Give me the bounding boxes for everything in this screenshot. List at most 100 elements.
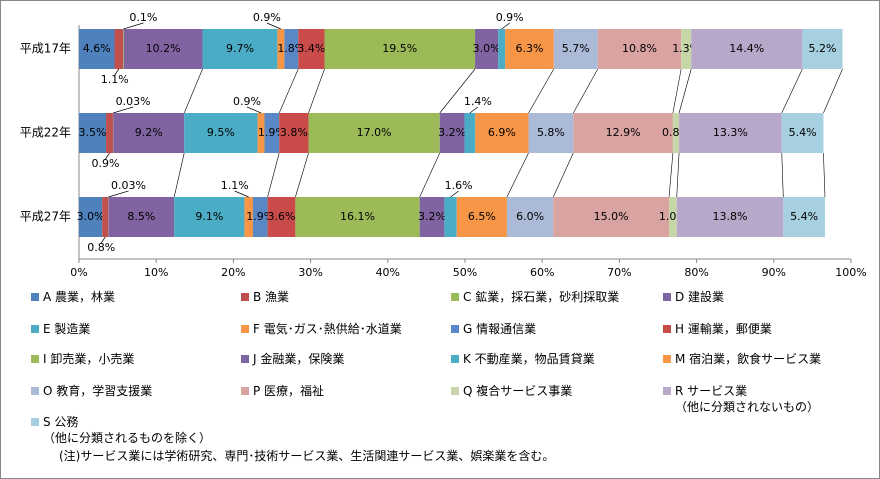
legend-swatch [31, 293, 39, 301]
legend-swatch [663, 325, 671, 333]
leader-line [112, 106, 134, 114]
data-label: 15.0% [594, 210, 629, 223]
bar-segment [444, 197, 457, 237]
legend-label: H 運輸業，郵便業 [675, 322, 772, 336]
bar-segment [295, 197, 420, 237]
legend-label: B 漁業 [253, 290, 290, 304]
series-line [183, 68, 203, 114]
bar-segment [106, 113, 113, 153]
data-label: 9.2% [135, 126, 163, 139]
legend-label: R サービス業 （他に分類されないもの） [675, 384, 820, 414]
bar-segment [676, 197, 784, 237]
bar-segment [505, 29, 554, 69]
bar-segment [123, 29, 203, 69]
x-tick-label: 60% [530, 266, 554, 279]
series-line [528, 68, 555, 114]
bar-segment [308, 113, 440, 153]
bar-segment [781, 113, 824, 153]
data-label: 3.0% [77, 210, 105, 223]
leader-line [105, 152, 110, 160]
series-line [672, 68, 682, 114]
bar-segment [108, 197, 175, 237]
data-label: 0.03% [116, 95, 151, 108]
data-label: 8.5% [127, 210, 155, 223]
series-line [781, 152, 784, 198]
data-label: 17.0% [357, 126, 392, 139]
data-label: 1.9% [258, 126, 286, 139]
leader-line [123, 22, 144, 30]
legend-swatch [663, 355, 671, 363]
leader-line [100, 236, 106, 244]
bar-segment [553, 29, 598, 69]
x-tick-label: 100% [835, 266, 866, 279]
bar-segment [419, 197, 445, 237]
bar-segment [475, 29, 499, 69]
series-line [668, 152, 674, 198]
x-tick-label: 20% [221, 266, 245, 279]
y-tick-label: 平成17年 [20, 42, 71, 56]
bar-segment [475, 113, 529, 153]
legend-label: D 建設業 [675, 290, 725, 304]
data-label: 6.5% [468, 210, 496, 223]
bar-segment [802, 29, 843, 69]
data-label: 4.6% [83, 42, 111, 55]
data-label: 10.2% [146, 42, 181, 55]
legend-swatch [31, 355, 39, 363]
data-label: 19.5% [382, 42, 417, 55]
bar-segment [284, 29, 299, 69]
legend-label: Q 複合サービス事業 [463, 384, 573, 398]
data-label: 0.03% [111, 179, 146, 192]
data-label: 1.1% [101, 73, 129, 86]
data-label: 0.9% [253, 11, 281, 24]
series-line [676, 152, 680, 198]
series-line [823, 68, 843, 114]
bar-segment [202, 29, 278, 69]
data-label: 0.9% [496, 11, 524, 24]
data-label: 10.8% [622, 42, 657, 55]
data-label: 3.8% [280, 126, 308, 139]
leader-line [114, 68, 120, 76]
series-line [308, 68, 325, 114]
leader-line [469, 106, 479, 114]
legend-swatch [241, 387, 249, 395]
leader-line [234, 190, 249, 198]
bar-segment [257, 113, 265, 153]
legend-label: J 金融業，保険業 [253, 352, 345, 366]
data-label: 3.0% [473, 42, 501, 55]
legend-label: F 電気･ガス･熱供給･水道業 [253, 322, 402, 336]
legend-swatch [31, 418, 39, 426]
data-label: 5.8% [537, 126, 565, 139]
legend-swatch [451, 293, 459, 301]
series-line [678, 68, 692, 114]
data-label: 3.2% [418, 210, 446, 223]
legend-swatch [663, 387, 671, 395]
legend-swatch [31, 387, 39, 395]
bar-segment [123, 29, 124, 69]
data-label: 13.8% [713, 210, 748, 223]
legend-label: E 製造業 [43, 322, 91, 336]
data-label: 1.9% [246, 210, 274, 223]
bar-segment [464, 113, 476, 153]
y-tick-label: 平成27年 [20, 210, 71, 224]
leader-line [266, 22, 282, 30]
bar-segment [79, 197, 103, 237]
bar-segment [252, 197, 268, 237]
legend-swatch [241, 355, 249, 363]
bar-segment [672, 113, 680, 153]
series-line [173, 152, 185, 198]
bar-segment [681, 29, 692, 69]
data-label: 13.3% [713, 126, 748, 139]
legend-swatch [451, 355, 459, 363]
leader-line [246, 106, 262, 114]
bar-segment [79, 29, 115, 69]
series-line [278, 68, 299, 114]
series-line [419, 152, 441, 198]
series-line [295, 152, 309, 198]
series-line [267, 152, 280, 198]
data-label: 1.1% [221, 179, 249, 192]
data-label: 0.8% [87, 241, 115, 254]
data-label: 9.1% [195, 210, 223, 223]
legend-label: M 宿泊業，飲食サービス業 [675, 352, 822, 366]
bar-segment [597, 29, 682, 69]
y-tick-label: 平成22年 [20, 126, 71, 140]
